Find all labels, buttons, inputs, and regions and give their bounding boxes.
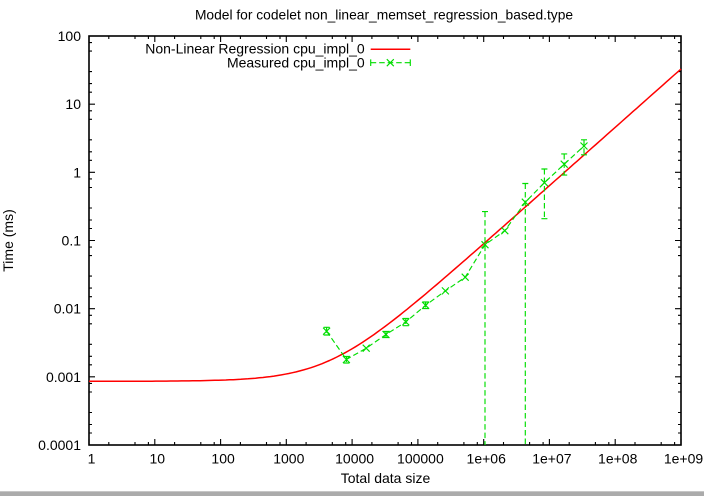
svg-text:1e+09: 1e+09 [664, 451, 704, 467]
svg-text:Model for codelet non_linear_m: Model for codelet non_linear_memset_regr… [195, 8, 573, 23]
svg-text:1e+07: 1e+07 [532, 451, 572, 467]
svg-text:100: 100 [58, 28, 82, 44]
svg-text:10: 10 [65, 96, 81, 112]
svg-text:100: 100 [211, 451, 235, 467]
svg-text:1: 1 [88, 451, 96, 467]
svg-text:10: 10 [150, 451, 166, 467]
svg-text:1: 1 [73, 164, 81, 180]
svg-text:0.1: 0.1 [62, 233, 82, 249]
svg-text:1e+06: 1e+06 [467, 451, 507, 467]
svg-text:1000: 1000 [273, 451, 304, 467]
svg-text:Time (ms): Time (ms) [0, 209, 16, 271]
svg-text:100000: 100000 [397, 451, 444, 467]
svg-text:Non-Linear Regression cpu_impl: Non-Linear Regression cpu_impl_0 [145, 40, 365, 56]
svg-text:1e+08: 1e+08 [598, 451, 638, 467]
svg-text:10000: 10000 [335, 451, 374, 467]
svg-text:0.01: 0.01 [54, 301, 81, 317]
svg-text:Measured cpu_impl_0: Measured cpu_impl_0 [227, 54, 365, 70]
svg-text:0.0001: 0.0001 [38, 437, 81, 453]
svg-text:Total data size: Total data size [341, 470, 431, 486]
svg-text:0.001: 0.001 [46, 369, 81, 385]
